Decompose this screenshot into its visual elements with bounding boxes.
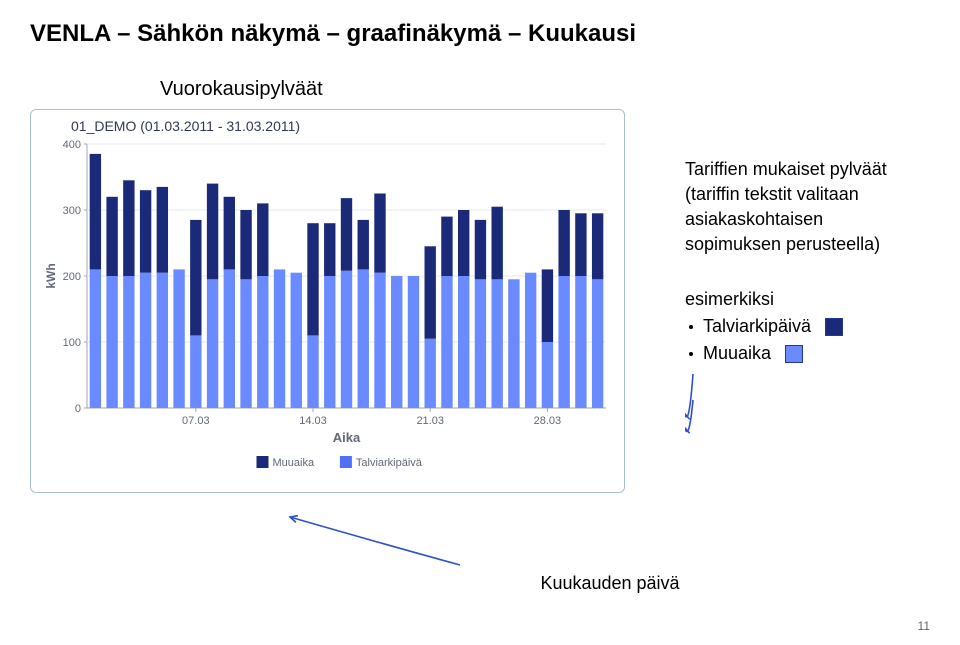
svg-text:200: 200 <box>63 271 81 283</box>
bottom-annotation: Kuukauden päivä <box>30 513 930 594</box>
svg-text:400: 400 <box>63 140 81 151</box>
svg-text:21.03: 21.03 <box>416 415 444 427</box>
svg-text:Aika: Aika <box>333 430 361 445</box>
subtitle: Vuorokausipylväät <box>160 78 930 101</box>
svg-text:100: 100 <box>63 337 81 349</box>
page-title: VENLA – Sähkön näkymä – graafinäkymä – K… <box>30 20 930 48</box>
side-text-4: sopimuksen perusteella) <box>685 234 935 255</box>
bullet-label-2: Muuaika <box>703 343 771 364</box>
svg-text:28.03: 28.03 <box>534 415 562 427</box>
example-block: esimerkiksi Talviarkipäivä Muuaika <box>685 289 935 440</box>
svg-text:07.03: 07.03 <box>182 415 210 427</box>
chart-container: 01_DEMO (01.03.2011 - 31.03.2011) 0 100 20… <box>30 109 625 493</box>
swatch-talviarkipaiva <box>825 318 843 336</box>
bullet-dot-icon <box>689 325 693 329</box>
content-row: 01_DEMO (01.03.2011 - 31.03.2011) 0 100 20… <box>30 109 930 493</box>
arrow-annotations <box>685 370 945 440</box>
swatch-muuaika <box>785 345 803 363</box>
bullet-talviarkipaiva: Talviarkipäivä <box>685 316 935 337</box>
bottom-label: Kuukauden päivä <box>540 573 679 594</box>
svg-text:300: 300 <box>63 205 81 217</box>
bottom-arrow-icon <box>30 513 930 568</box>
svg-text:0: 0 <box>75 403 81 415</box>
svg-text:Muuaika: Muuaika <box>273 457 315 469</box>
example-label: esimerkiksi <box>685 289 935 310</box>
bullet-muuaika: Muuaika <box>685 343 935 364</box>
bar-chart: 0 100 200 300 400 kWh 07.03 14.03 21.03 28.03 Aika… <box>41 140 616 480</box>
bullet-dot-icon <box>689 352 693 356</box>
svg-text:14.03: 14.03 <box>299 415 327 427</box>
chart-title: 01_DEMO (01.03.2011 - 31.03.2011) <box>71 118 614 134</box>
side-text-2: (tariffin tekstit valitaan <box>685 184 935 205</box>
bullet-label-1: Talviarkipäivä <box>703 316 811 337</box>
svg-text:kWh: kWh <box>44 263 58 288</box>
page-number: 11 <box>918 619 930 633</box>
side-panel: Tariffien mukaiset pylväät (tariffin tek… <box>685 109 935 440</box>
side-text-3: asiakaskohtaisen <box>685 209 935 230</box>
side-text-1: Tariffien mukaiset pylväät <box>685 159 935 180</box>
svg-text:Talviarkipäivä: Talviarkipäivä <box>356 457 423 469</box>
